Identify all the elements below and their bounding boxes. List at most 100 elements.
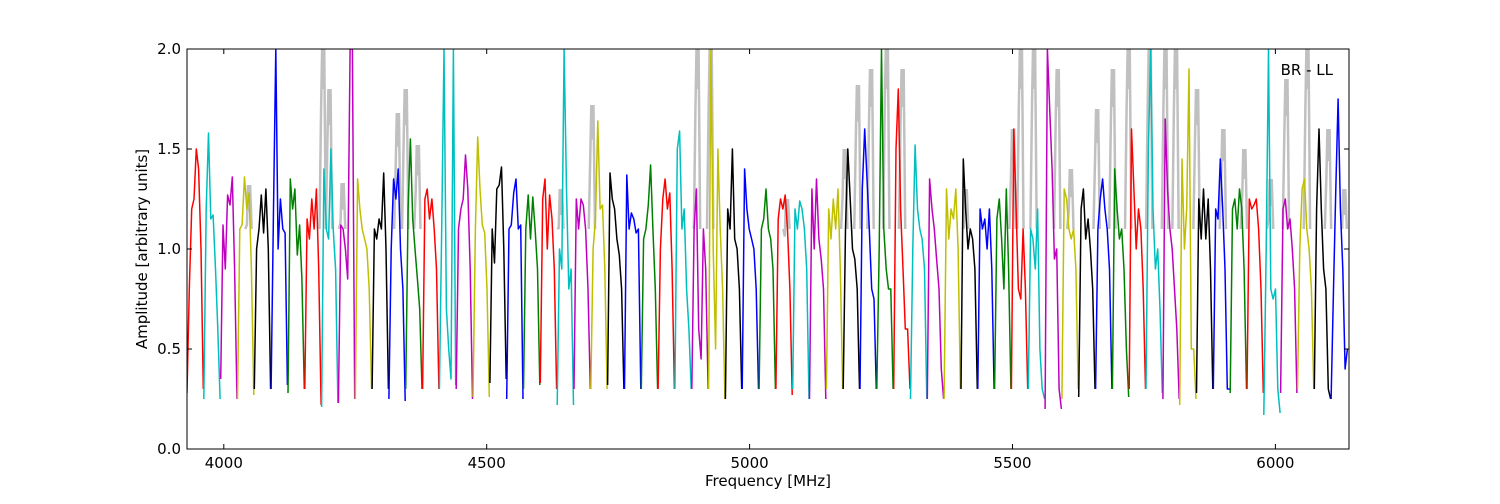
reference-peak [1123,49,1133,230]
series-segment [1195,188,1214,394]
x-tick-label: 6000 [1256,454,1294,472]
series-segment [825,188,844,390]
reference-peak [692,49,702,230]
series-segment [337,49,356,404]
x-axis: 4000 4500 5000 5500 6000 [205,49,1294,472]
series-segment [1296,178,1315,390]
series-segment [590,120,608,390]
series-segment [320,148,339,408]
reference-peak [1239,148,1249,230]
series-segment [674,130,692,390]
series-segment [909,144,928,400]
series-segment [1330,98,1349,400]
series-segment [791,200,810,400]
series-segment [253,188,272,390]
reference-peak [400,88,410,230]
y-tick-label: 2.0 [157,40,181,58]
series-segment [1094,178,1113,390]
x-tick-label: 5000 [731,454,769,472]
series-segment [657,178,676,390]
series-segment [943,188,962,400]
series-segment [808,178,827,400]
reference-peak [318,49,328,230]
reference-peak [881,49,891,230]
reference-peak [337,182,347,230]
series-segment [354,178,373,400]
reference-peak [1029,49,1038,230]
series-segment [438,49,457,390]
series-segment [1178,68,1197,406]
series-segment [1229,188,1248,394]
x-tick-label: 5500 [993,454,1031,472]
reference-peak [1092,108,1102,230]
series-segment [892,88,911,390]
series-segment [489,166,507,384]
series-segment [505,178,524,400]
reference-peak [1323,128,1333,230]
series-segment [1044,49,1063,410]
reference-peak [412,144,422,230]
y-tick-label: 1.0 [157,240,181,258]
series-segment [371,172,390,390]
series-segment [623,174,642,390]
series-segment [606,172,625,390]
reference-peak [1160,49,1170,230]
reference-peak [866,68,875,230]
series-segment [691,188,709,390]
series-segment [1313,128,1332,400]
series-segment [522,194,541,390]
series-segment [270,49,289,390]
y-tick-label: 1.5 [157,140,181,158]
reference-peak [1107,68,1117,230]
series-segment [539,178,558,390]
y-tick-label: 0.5 [157,340,181,358]
series-segment [455,154,474,400]
reference-peak [1052,68,1062,230]
reference-peak [1171,49,1180,230]
reference-peak [852,84,862,230]
reference-peak [1281,78,1291,230]
series-segment [1212,158,1230,390]
reference-peak [324,88,334,230]
series-segment [977,208,995,390]
series-segment [993,188,1012,390]
series-segment [859,128,878,390]
series-layer [187,49,1349,416]
series-segment [640,164,659,390]
reference-peak [897,68,907,230]
series-segment [1279,198,1298,394]
series-segment [707,49,726,400]
series-segment [187,148,205,394]
y-axis-label: Amplitude [arbitrary units] [133,149,151,349]
series-segment [1010,128,1029,390]
series-segment [421,188,440,390]
y-axis: 0.0 0.5 1.0 1.5 2.0 [157,40,1349,458]
series-segment [741,168,760,390]
series-segment [842,148,861,390]
series-segment [1145,49,1164,394]
series-segment [758,188,777,390]
reference-peak [839,148,849,230]
series-segment [1246,198,1265,394]
series-segment [1061,188,1079,400]
series-segment [724,148,743,400]
series-segment [556,49,575,406]
reference-peak [1302,49,1312,230]
series-segment [1077,188,1096,398]
series-segment [1128,128,1147,390]
series-segment [1111,168,1130,398]
series-segment [775,194,793,396]
series-segment [404,138,423,390]
series-segment [926,178,945,400]
series-segment [203,132,221,400]
series-segment [960,158,979,390]
series-segment [1027,208,1046,400]
reference-peak [587,104,597,230]
series-segment [1162,118,1180,400]
y-tick-label: 0.0 [157,440,181,458]
series-segment [287,178,306,394]
series-segment [219,176,238,400]
series-segment [1263,49,1281,416]
reference-peak [1015,49,1025,230]
